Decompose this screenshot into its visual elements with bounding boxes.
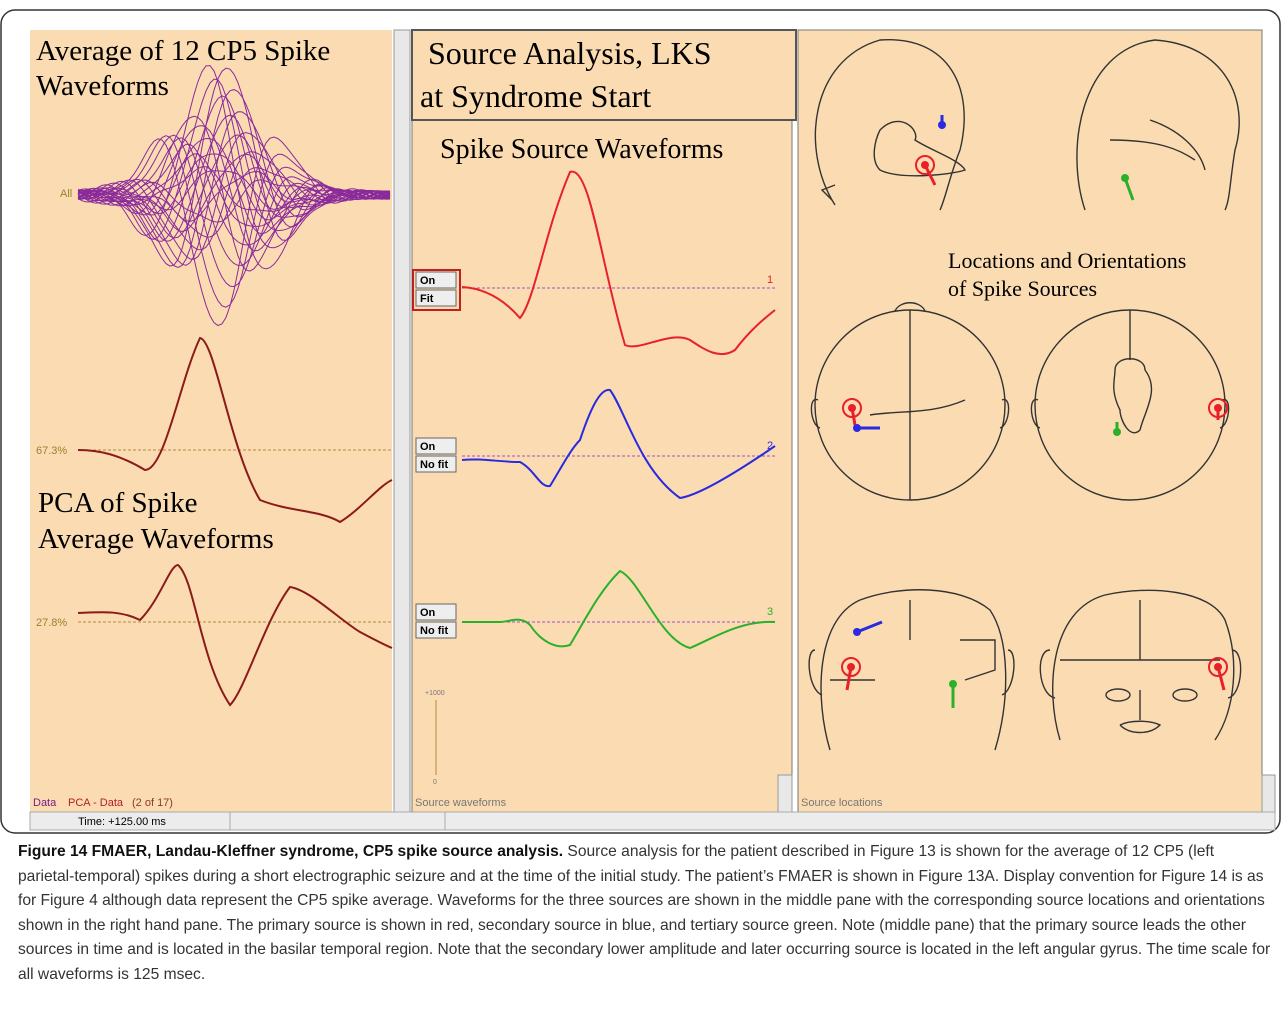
- button: [415, 437, 457, 455]
- all-label: All: [60, 188, 72, 200]
- footer: Source locations: [801, 797, 883, 809]
- source-number: 2: [767, 440, 773, 452]
- scrollbar: [1261, 774, 1276, 813]
- middle-title-box: [411, 29, 797, 121]
- button-label: Fit: [420, 293, 434, 305]
- button-label: On: [420, 275, 436, 287]
- caption: Figure 14 FMAER, Landau-Kleffner syndrom…: [18, 840, 1273, 987]
- right-title: Locations and Orientations: [948, 248, 1186, 273]
- footer-data: Data: [33, 797, 57, 809]
- spike-trace: [77, 67, 391, 267]
- source-waveform: [461, 170, 776, 356]
- spike-trace: [77, 132, 391, 260]
- pca-waveform: [77, 336, 393, 524]
- selected-source: [412, 269, 461, 311]
- spike-trace: [77, 89, 391, 268]
- left-title: Waveforms: [36, 70, 169, 102]
- footer-pca: PCA - Data: [68, 797, 124, 809]
- middle-title: at Syndrome Start: [420, 78, 651, 114]
- spike-waveforms: [77, 65, 391, 327]
- dipoles: [841, 115, 1228, 708]
- caption-heading: Figure 14 FMAER, Landau-Kleffner syndrom…: [18, 843, 564, 860]
- spike-trace: [77, 111, 391, 266]
- button: [415, 621, 457, 639]
- caption-body: Source analysis for the patient describe…: [18, 843, 1271, 983]
- footer: Source waveforms: [415, 797, 507, 809]
- scale-bottom: 0: [433, 779, 437, 786]
- left-pane: [30, 30, 392, 812]
- button: [415, 289, 457, 307]
- button: [415, 603, 457, 621]
- pca-label: 67.3%: [36, 445, 67, 457]
- head-diagrams: [808, 39, 1242, 751]
- scrollbar: [393, 29, 411, 813]
- right-title: of Spike Sources: [948, 276, 1097, 301]
- source-number: 3: [767, 606, 773, 618]
- spike-trace: [77, 115, 391, 272]
- footer-count: (2 of 17): [132, 797, 173, 809]
- spike-trace: [77, 136, 391, 327]
- source-waveform: [462, 569, 776, 650]
- spike-trace: [77, 153, 391, 221]
- pca-title: PCA of Spike: [38, 487, 198, 519]
- figure: Average of 12 CP5 Spike Waveforms All 67…: [0, 9, 1281, 834]
- button-label: On: [420, 607, 436, 619]
- scale-top: +1000: [425, 690, 445, 697]
- spike-trace: [77, 137, 391, 235]
- button: [415, 455, 457, 473]
- middle-subtitle: Spike Source Waveforms: [440, 134, 723, 165]
- button: [415, 271, 457, 289]
- source-number: 1: [767, 274, 773, 286]
- source-waveform: [461, 388, 776, 500]
- button-label: On: [420, 441, 436, 453]
- scrollbar: [777, 774, 793, 813]
- left-title: Average of 12 CP5 Spike: [36, 35, 330, 67]
- pca-waveform: [77, 563, 393, 707]
- middle-title: Source Analysis, LKS: [428, 35, 712, 71]
- button-label: No fit: [420, 625, 448, 637]
- status-time: Time: +125.00 ms: [78, 816, 166, 828]
- pca-label: 27.8%: [36, 617, 67, 629]
- spike-trace: [77, 179, 391, 223]
- status-bar: [29, 811, 1276, 831]
- middle-pane: [411, 29, 793, 813]
- pca-title: Average Waveforms: [38, 523, 274, 555]
- spike-trace: [77, 125, 391, 252]
- button-label: No fit: [420, 459, 448, 471]
